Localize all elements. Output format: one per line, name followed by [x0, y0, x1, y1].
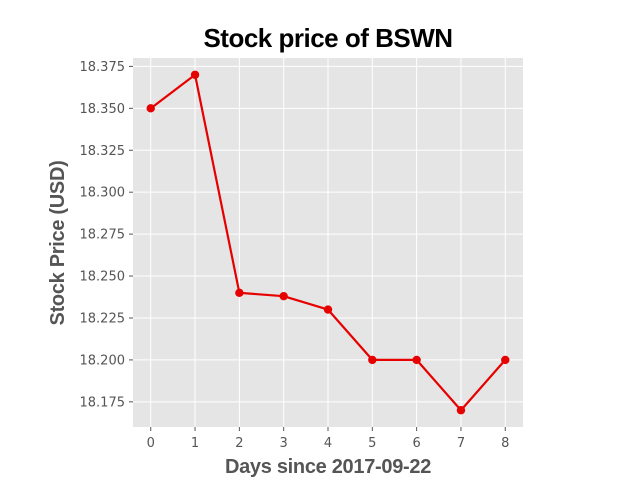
data-point: [279, 291, 288, 301]
x-tick-label: 0: [147, 436, 155, 451]
data-point: [190, 70, 200, 79]
y-tick-label: 18.325: [80, 144, 126, 159]
x-tick-label: 8: [501, 436, 509, 451]
data-point: [501, 355, 510, 365]
x-tick-label: 5: [368, 436, 376, 451]
y-tick-label: 18.350: [80, 102, 126, 117]
data-point: [235, 288, 244, 298]
axis-ticks: 0 1 2 3 4 5 6 7 8 18.175 18.200 18.225 18.250 18.275 1…: [80, 60, 510, 451]
chart-title: Stock price of BSWN: [203, 23, 452, 53]
x-axis-label: Days since 2017-09-22: [225, 456, 431, 478]
y-tick-label: 18.250: [80, 270, 126, 285]
data-point: [368, 355, 377, 365]
y-tick-label: 18.300: [80, 186, 126, 201]
data-point: [412, 355, 421, 365]
grid-lines: [133, 58, 523, 427]
y-tick-label: 18.275: [80, 228, 126, 243]
x-tick-label: 7: [457, 436, 465, 451]
x-tick-label: 6: [412, 436, 420, 451]
x-tick-label: 1: [191, 436, 199, 451]
x-tick-label: 4: [324, 436, 332, 451]
series-layer: [146, 70, 510, 415]
y-tick-label: 18.225: [80, 311, 126, 326]
data-point: [456, 406, 466, 415]
y-axis-label: Stock Price (USD): [47, 161, 69, 326]
x-tick-label: 3: [280, 436, 288, 451]
x-tick-label: 2: [235, 436, 243, 451]
y-tick-label: 18.375: [80, 60, 126, 75]
y-tick-label: 18.175: [80, 395, 126, 410]
data-point: [323, 305, 333, 314]
y-tick-label: 18.200: [80, 353, 126, 368]
data-point: [146, 104, 155, 113]
